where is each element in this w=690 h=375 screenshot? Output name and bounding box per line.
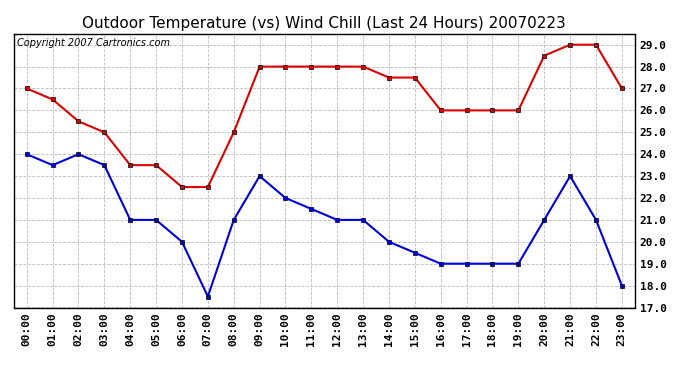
Title: Outdoor Temperature (vs) Wind Chill (Last 24 Hours) 20070223: Outdoor Temperature (vs) Wind Chill (Las… xyxy=(82,16,566,31)
Text: Copyright 2007 Cartronics.com: Copyright 2007 Cartronics.com xyxy=(17,38,170,48)
